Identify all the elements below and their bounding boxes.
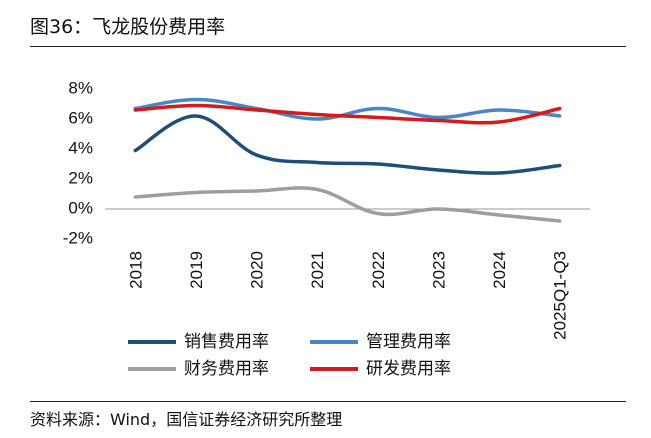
sales-expense-line [133,114,562,175]
y-tick-label: 8% [68,78,93,97]
x-tick-label: 2018 [126,251,145,289]
legend-label: 管理费用率 [366,332,451,352]
rd-expense-line [133,103,562,125]
y-tick-label: 6% [68,108,93,127]
title-rule [30,46,626,47]
figure-title: 图36：飞龙股份费用率 [30,16,226,38]
legend-label: 研发费用率 [366,359,451,379]
expense-ratio-chart: 8% 6% 4% 2% 0% -2% 2018 2019 2020 2021 2022 2023 20… [63,78,590,379]
source-note: 资料来源：Wind，国信证券经济研究所整理 [30,410,343,429]
x-tick-label: 2023 [429,251,448,289]
admin-expense-line [133,97,562,121]
legend-label: 销售费用率 [184,332,269,352]
x-tick-label: 2019 [187,251,206,289]
y-tick-label: -2% [63,228,93,247]
x-tick-label: 2022 [369,251,388,289]
y-tick-label: 4% [68,138,93,157]
finance-expense-line [133,186,562,223]
y-tick-label: 0% [68,198,93,217]
x-tick-label: 2024 [490,251,509,289]
legend-label: 财务费用率 [184,359,269,379]
x-tick-label: 2025Q1-Q3 [551,251,570,340]
x-tick-label: 2021 [308,251,327,289]
x-tick-label: 2020 [248,251,267,289]
y-tick-label: 2% [68,168,93,187]
source-rule [30,401,626,402]
